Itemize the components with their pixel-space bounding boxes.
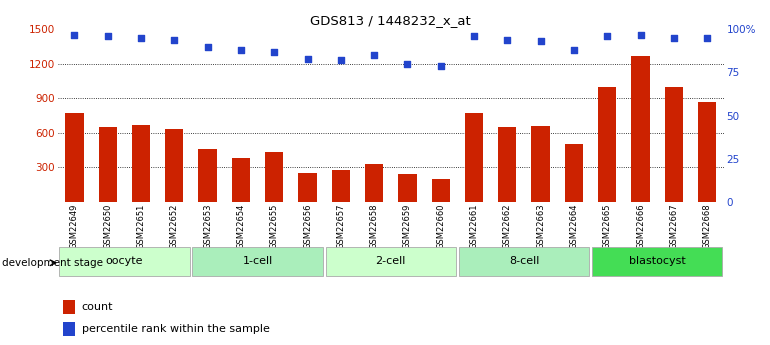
Point xyxy=(668,35,680,41)
Point xyxy=(301,56,313,61)
Bar xyxy=(431,179,450,202)
Bar xyxy=(564,144,583,202)
Point xyxy=(69,32,81,37)
Bar xyxy=(63,322,75,336)
Bar xyxy=(698,102,716,202)
Bar xyxy=(298,173,316,202)
Bar xyxy=(465,113,484,202)
Bar xyxy=(598,87,617,202)
Point xyxy=(335,58,347,63)
Bar xyxy=(592,247,722,276)
Bar xyxy=(232,158,250,202)
Point xyxy=(567,47,580,53)
Bar xyxy=(365,164,383,202)
Bar xyxy=(65,113,84,202)
Bar xyxy=(531,126,550,202)
Point xyxy=(534,39,547,44)
Point xyxy=(634,32,647,37)
Text: percentile rank within the sample: percentile rank within the sample xyxy=(82,324,270,334)
Text: development stage: development stage xyxy=(2,258,102,268)
Bar xyxy=(99,127,117,202)
Point xyxy=(202,44,214,49)
Text: oocyte: oocyte xyxy=(105,256,143,266)
Point xyxy=(135,35,147,41)
Bar xyxy=(265,152,283,202)
Point xyxy=(168,37,180,42)
Point xyxy=(368,52,380,58)
Point xyxy=(235,47,247,53)
Point xyxy=(501,37,514,42)
Bar xyxy=(59,247,189,276)
Bar xyxy=(132,125,150,202)
Point xyxy=(102,33,114,39)
Bar xyxy=(498,127,517,202)
Bar xyxy=(665,87,683,202)
Point xyxy=(401,61,413,67)
Bar xyxy=(326,247,456,276)
Point xyxy=(468,33,480,39)
Bar xyxy=(199,149,217,202)
Text: 1-cell: 1-cell xyxy=(243,256,273,266)
Bar xyxy=(459,247,589,276)
Text: blastocyst: blastocyst xyxy=(629,256,685,266)
Bar xyxy=(332,170,350,202)
Bar xyxy=(398,174,417,202)
Text: count: count xyxy=(82,302,113,312)
Text: 2-cell: 2-cell xyxy=(376,256,406,266)
Point xyxy=(268,49,280,55)
Bar xyxy=(63,300,75,314)
Bar xyxy=(192,247,323,276)
Point xyxy=(601,33,614,39)
Point xyxy=(434,63,447,68)
Bar xyxy=(165,129,183,202)
Point xyxy=(701,35,713,41)
Text: 8-cell: 8-cell xyxy=(509,256,539,266)
Bar xyxy=(631,56,650,202)
Title: GDS813 / 1448232_x_at: GDS813 / 1448232_x_at xyxy=(310,14,471,27)
